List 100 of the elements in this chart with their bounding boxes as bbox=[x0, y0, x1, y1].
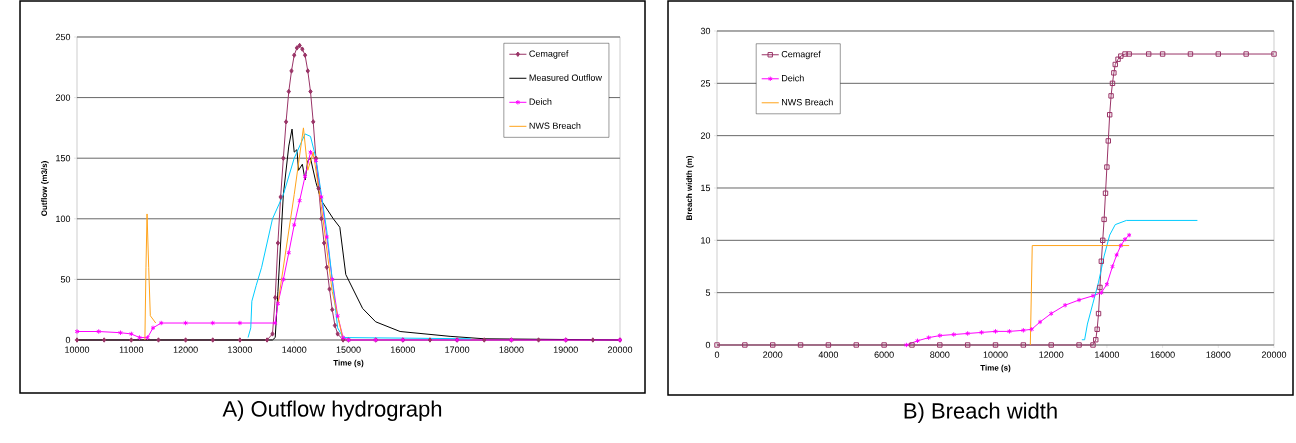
y-tick-label: 0 bbox=[65, 336, 71, 344]
point bbox=[316, 185, 321, 192]
x-tick-label: 18000 bbox=[499, 346, 524, 353]
point bbox=[278, 194, 283, 200]
point bbox=[297, 197, 303, 204]
point bbox=[1093, 337, 1099, 343]
point bbox=[915, 338, 920, 344]
point bbox=[1098, 289, 1104, 296]
point bbox=[1126, 51, 1132, 57]
x-tick-label: 17000 bbox=[445, 346, 470, 353]
point bbox=[1109, 80, 1116, 87]
point bbox=[305, 68, 310, 74]
x-tick-label: 16000 bbox=[390, 346, 415, 353]
point bbox=[292, 52, 297, 58]
point bbox=[327, 286, 332, 292]
point bbox=[319, 216, 324, 222]
point bbox=[291, 222, 297, 228]
point bbox=[1104, 164, 1110, 170]
y-tick-label: 10 bbox=[701, 237, 711, 244]
y-tick-label: 150 bbox=[56, 155, 71, 162]
point bbox=[118, 330, 123, 336]
point bbox=[1145, 51, 1152, 57]
point bbox=[1090, 293, 1096, 299]
point bbox=[311, 119, 316, 125]
x-tick-label: 16000 bbox=[1150, 351, 1175, 358]
point bbox=[300, 46, 305, 52]
point bbox=[308, 88, 313, 95]
legend-label: NWS Breach bbox=[782, 98, 833, 106]
point bbox=[280, 276, 286, 283]
point bbox=[965, 330, 971, 337]
point bbox=[321, 240, 327, 246]
point bbox=[1243, 51, 1249, 57]
point bbox=[1101, 216, 1107, 223]
y-tick-label: 20 bbox=[700, 132, 711, 139]
point bbox=[853, 342, 859, 348]
point bbox=[742, 342, 748, 348]
point bbox=[427, 337, 433, 343]
point bbox=[158, 320, 164, 326]
x-axis-title: Time (s) bbox=[333, 359, 364, 368]
point bbox=[1118, 53, 1124, 59]
point bbox=[273, 294, 278, 301]
point bbox=[275, 240, 281, 246]
point bbox=[275, 300, 281, 307]
point bbox=[1106, 112, 1113, 118]
point bbox=[536, 337, 541, 343]
point bbox=[964, 342, 971, 348]
point bbox=[979, 329, 984, 336]
y-tick-label: 250 bbox=[55, 33, 71, 41]
point bbox=[1007, 328, 1012, 335]
x-axis-title: Time (s) bbox=[980, 364, 1011, 373]
point bbox=[1215, 51, 1221, 57]
x-tick-label: 20000 bbox=[1261, 351, 1287, 358]
point bbox=[1020, 342, 1027, 348]
point bbox=[137, 334, 142, 341]
point bbox=[1112, 61, 1118, 68]
y-tick-label: 5 bbox=[705, 289, 711, 296]
x-tick-label: 8000 bbox=[930, 351, 950, 358]
point bbox=[951, 331, 957, 338]
point bbox=[270, 331, 275, 337]
point bbox=[96, 328, 102, 335]
point bbox=[1108, 93, 1114, 99]
x-tick-label: 13000 bbox=[228, 346, 253, 353]
point bbox=[210, 337, 215, 343]
x-tick-label: 0 bbox=[714, 351, 720, 358]
point bbox=[1102, 190, 1109, 196]
point bbox=[1187, 51, 1194, 57]
point bbox=[329, 276, 335, 283]
point bbox=[237, 337, 243, 343]
point bbox=[1122, 236, 1128, 242]
point bbox=[1111, 70, 1117, 76]
point bbox=[294, 45, 300, 51]
legend-label: Deich bbox=[782, 74, 804, 82]
point bbox=[1118, 242, 1124, 249]
line-series bbox=[1081, 219, 1198, 341]
point bbox=[1115, 56, 1121, 62]
y-tick-label: 100 bbox=[56, 215, 71, 222]
point bbox=[128, 331, 134, 337]
y-tick-label: 25 bbox=[700, 80, 711, 87]
point bbox=[881, 342, 887, 348]
point bbox=[797, 342, 804, 348]
x-tick-label: 2000 bbox=[763, 351, 783, 358]
legend-label: Deich bbox=[529, 98, 552, 105]
point bbox=[1020, 327, 1026, 334]
point bbox=[1037, 319, 1043, 325]
point bbox=[1062, 302, 1068, 308]
point bbox=[590, 337, 596, 343]
point bbox=[1110, 263, 1115, 270]
point bbox=[102, 337, 107, 343]
y-axis-title: Outflow (m3/s) bbox=[41, 161, 49, 216]
y-tick-label: 30 bbox=[700, 27, 711, 35]
text: B) Breach width bbox=[904, 402, 1057, 424]
point bbox=[1271, 51, 1277, 57]
point bbox=[1076, 342, 1082, 348]
y-tick-label: 15 bbox=[701, 184, 711, 192]
point bbox=[926, 334, 932, 341]
legend-label: Cemagref bbox=[529, 50, 569, 59]
x-tick-label: 6000 bbox=[874, 351, 894, 358]
point bbox=[302, 173, 308, 180]
point bbox=[145, 334, 151, 341]
x-tick-label: 10000 bbox=[65, 346, 90, 353]
